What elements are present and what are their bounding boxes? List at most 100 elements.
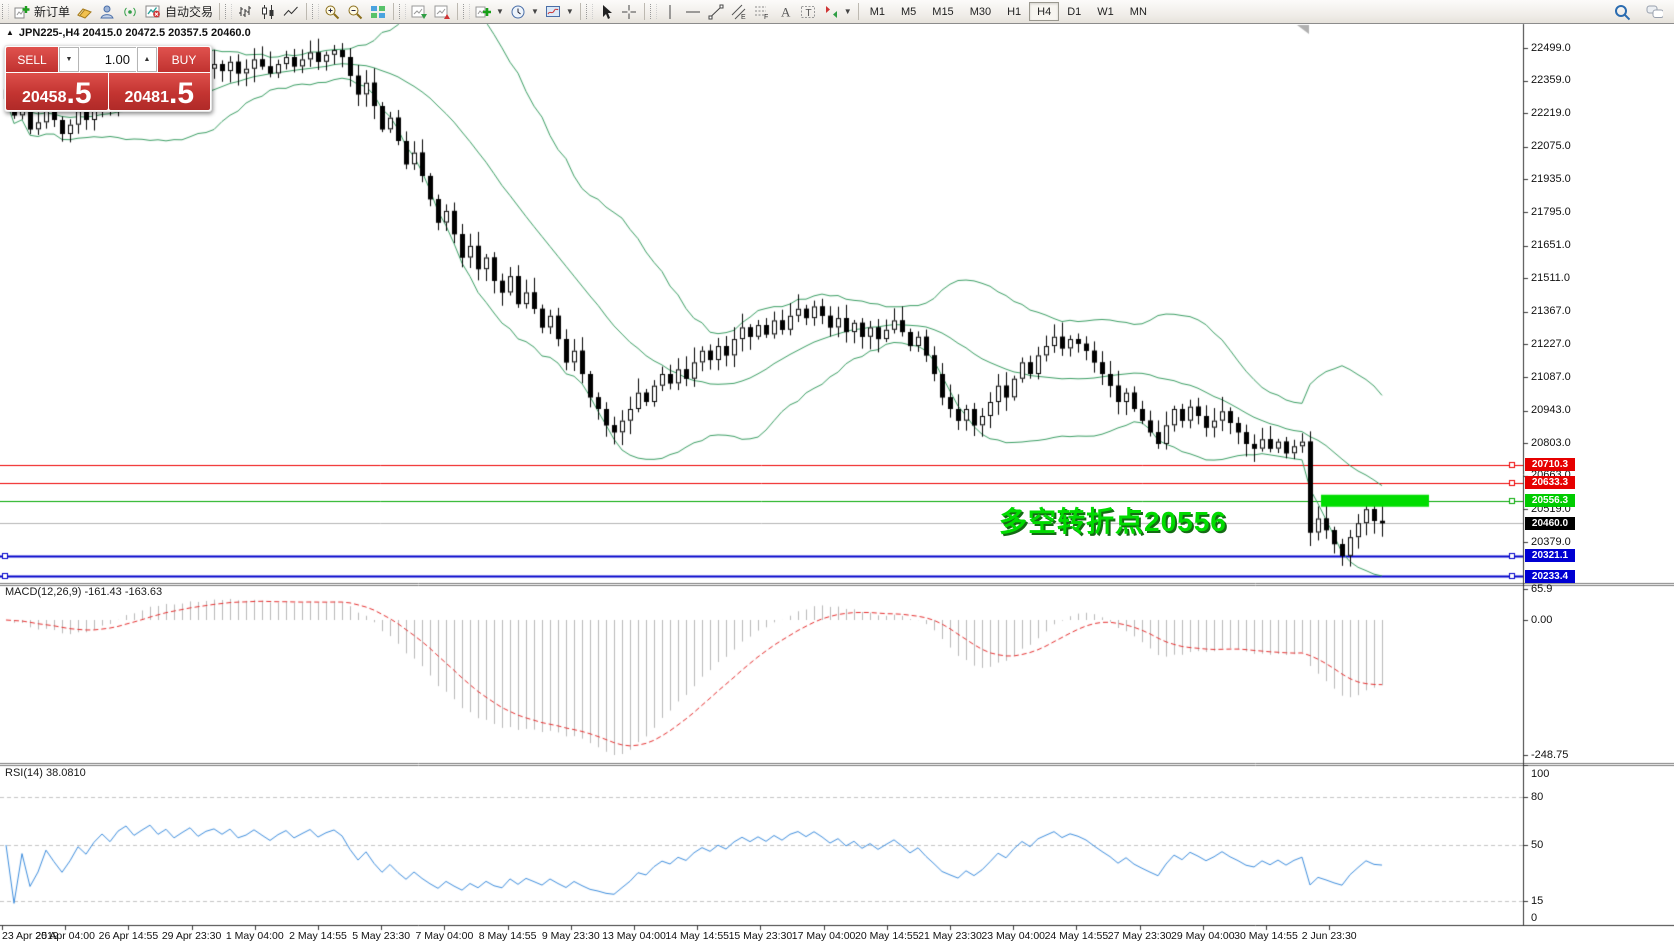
zoom-in-button[interactable] [321,1,344,22]
new-order-icon [14,4,31,20]
new-order-button[interactable]: 新订单 [11,1,73,22]
timeframe-D1[interactable]: D1 [1059,2,1089,21]
chevron-up-icon: ▲ [143,56,151,63]
line-chart-button[interactable] [280,1,303,22]
time-label: 5 May 23:30 [352,930,411,942]
search-button[interactable] [1610,1,1633,22]
price-tick: 21935.0 [1531,172,1571,185]
time-label: 7 May 04:00 [415,930,474,942]
new-order-label: 新订单 [34,5,71,19]
accounts-button[interactable] [96,1,119,22]
price-tick: 21651.0 [1531,239,1571,252]
chat-icon [1646,4,1663,20]
text-label-button[interactable]: T [797,1,820,22]
chat-button[interactable] [1643,1,1666,22]
autotrading-label: 自动交易 [165,5,214,19]
journal-button[interactable] [73,1,96,22]
arrows-button[interactable]: ▼ [820,1,855,22]
indicator-hide-button[interactable] [431,1,454,22]
bar-chart-icon [237,4,254,20]
buy-price-button[interactable]: 20481.5 [108,73,210,110]
buy-button[interactable]: BUY [158,47,210,72]
time-label: 29 May 04:00 [1170,930,1235,942]
cursor-button[interactable] [595,1,618,22]
rsi-axis-tick: 80 [1531,790,1544,803]
cursor-icon [598,4,615,20]
bar-chart-button[interactable] [234,1,257,22]
time-label: 29 Apr 23:30 [161,930,222,942]
buy-price: 20481 [124,89,169,106]
horizontal-line-button[interactable] [682,1,705,22]
sell-button[interactable]: SELL [6,47,58,72]
crosshair-button[interactable] [618,1,641,22]
toolbar-grip [649,4,657,19]
dropdown-caret-icon: ▼ [530,7,539,16]
macd-axis-tick: 65.9 [1531,583,1553,595]
add-indicator-button[interactable]: ▼ [472,1,507,22]
price-tick: 21367.0 [1531,305,1571,318]
svg-text:T: T [805,8,811,19]
price-tick: 22075.0 [1531,140,1571,153]
zoom-in-icon [324,4,341,20]
timeframe-H1[interactable]: H1 [999,2,1029,21]
toolbar-separator [857,3,859,20]
add-indicator-icon [475,4,492,20]
chart-annotation: 多空转折点20556 [999,506,1227,537]
svg-text:A: A [781,4,791,19]
zoom-out-button[interactable] [344,1,367,22]
toolbar-grip [312,4,320,19]
candlestick-chart-icon [260,4,277,20]
vertical-line-button[interactable] [659,1,682,22]
time-label: 21 May 23:30 [918,930,982,942]
timeframe-M1[interactable]: M1 [862,2,893,21]
timeframe-M30[interactable]: M30 [962,2,999,21]
toolbar-grip [463,4,471,19]
fibonacci-button[interactable]: F [751,1,774,22]
autotrading-button[interactable]: 自动交易 [142,1,216,22]
dropdown-caret-icon: ▼ [565,7,574,16]
one-click-toggle-icon[interactable]: ▲ [6,28,14,37]
time-label: 27 May 23:30 [1107,930,1172,942]
toolbar-separator [579,3,581,20]
toolbar-grip [225,4,233,19]
indicator-show-button[interactable] [408,1,431,22]
sell-price-fraction: .5 [66,77,92,110]
timeframe-H4[interactable]: H4 [1029,2,1060,21]
line-chart-icon [283,4,300,20]
tile-windows-button[interactable] [367,1,390,22]
price-level-badge: 20321.1 [1525,549,1575,563]
search-icon [1613,4,1630,20]
equidistant-channel-button[interactable]: E [728,1,751,22]
candlestick-chart-button[interactable] [257,1,280,22]
timeframe-M5[interactable]: M5 [893,2,924,21]
sell-price: 20458 [21,89,67,106]
buy-price-fraction: .5 [168,77,195,110]
price-level-badge: 20233.4 [1525,569,1575,583]
volume-input[interactable] [80,47,136,72]
autotrading-icon [145,4,162,20]
accounts-icon [99,4,116,20]
rsi-axis-tick: 0 [1531,912,1538,924]
trendline-button[interactable] [705,1,728,22]
equidistant-channel-icon: E [731,4,748,20]
price-tick: 20379.0 [1531,535,1571,548]
macd-axis-tick: -248.75 [1531,749,1569,761]
volume-decrease-button[interactable]: ▼ [59,47,79,72]
time-label: 1 May 04:00 [225,930,284,942]
text-button[interactable]: A [774,1,797,22]
timeframe-W1[interactable]: W1 [1089,2,1122,21]
signal-button[interactable] [119,1,142,22]
indicator-show-icon [411,4,428,20]
templates-button[interactable]: ▼ [542,1,577,22]
sell-price-button[interactable]: 20458.5 [6,73,108,110]
timeframe-M15[interactable]: M15 [924,2,961,21]
time-label: 24 May 14:55 [1044,930,1109,942]
volume-increase-button[interactable]: ▲ [137,47,157,72]
price-level-badge: 20460.0 [1525,516,1575,530]
timeframe-MN[interactable]: MN [1122,2,1155,21]
toolbar-grip [399,4,407,19]
time-label: 14 May 14:55 [665,930,730,942]
tile-windows-icon [370,4,387,20]
periods-button[interactable]: ▼ [507,1,542,22]
